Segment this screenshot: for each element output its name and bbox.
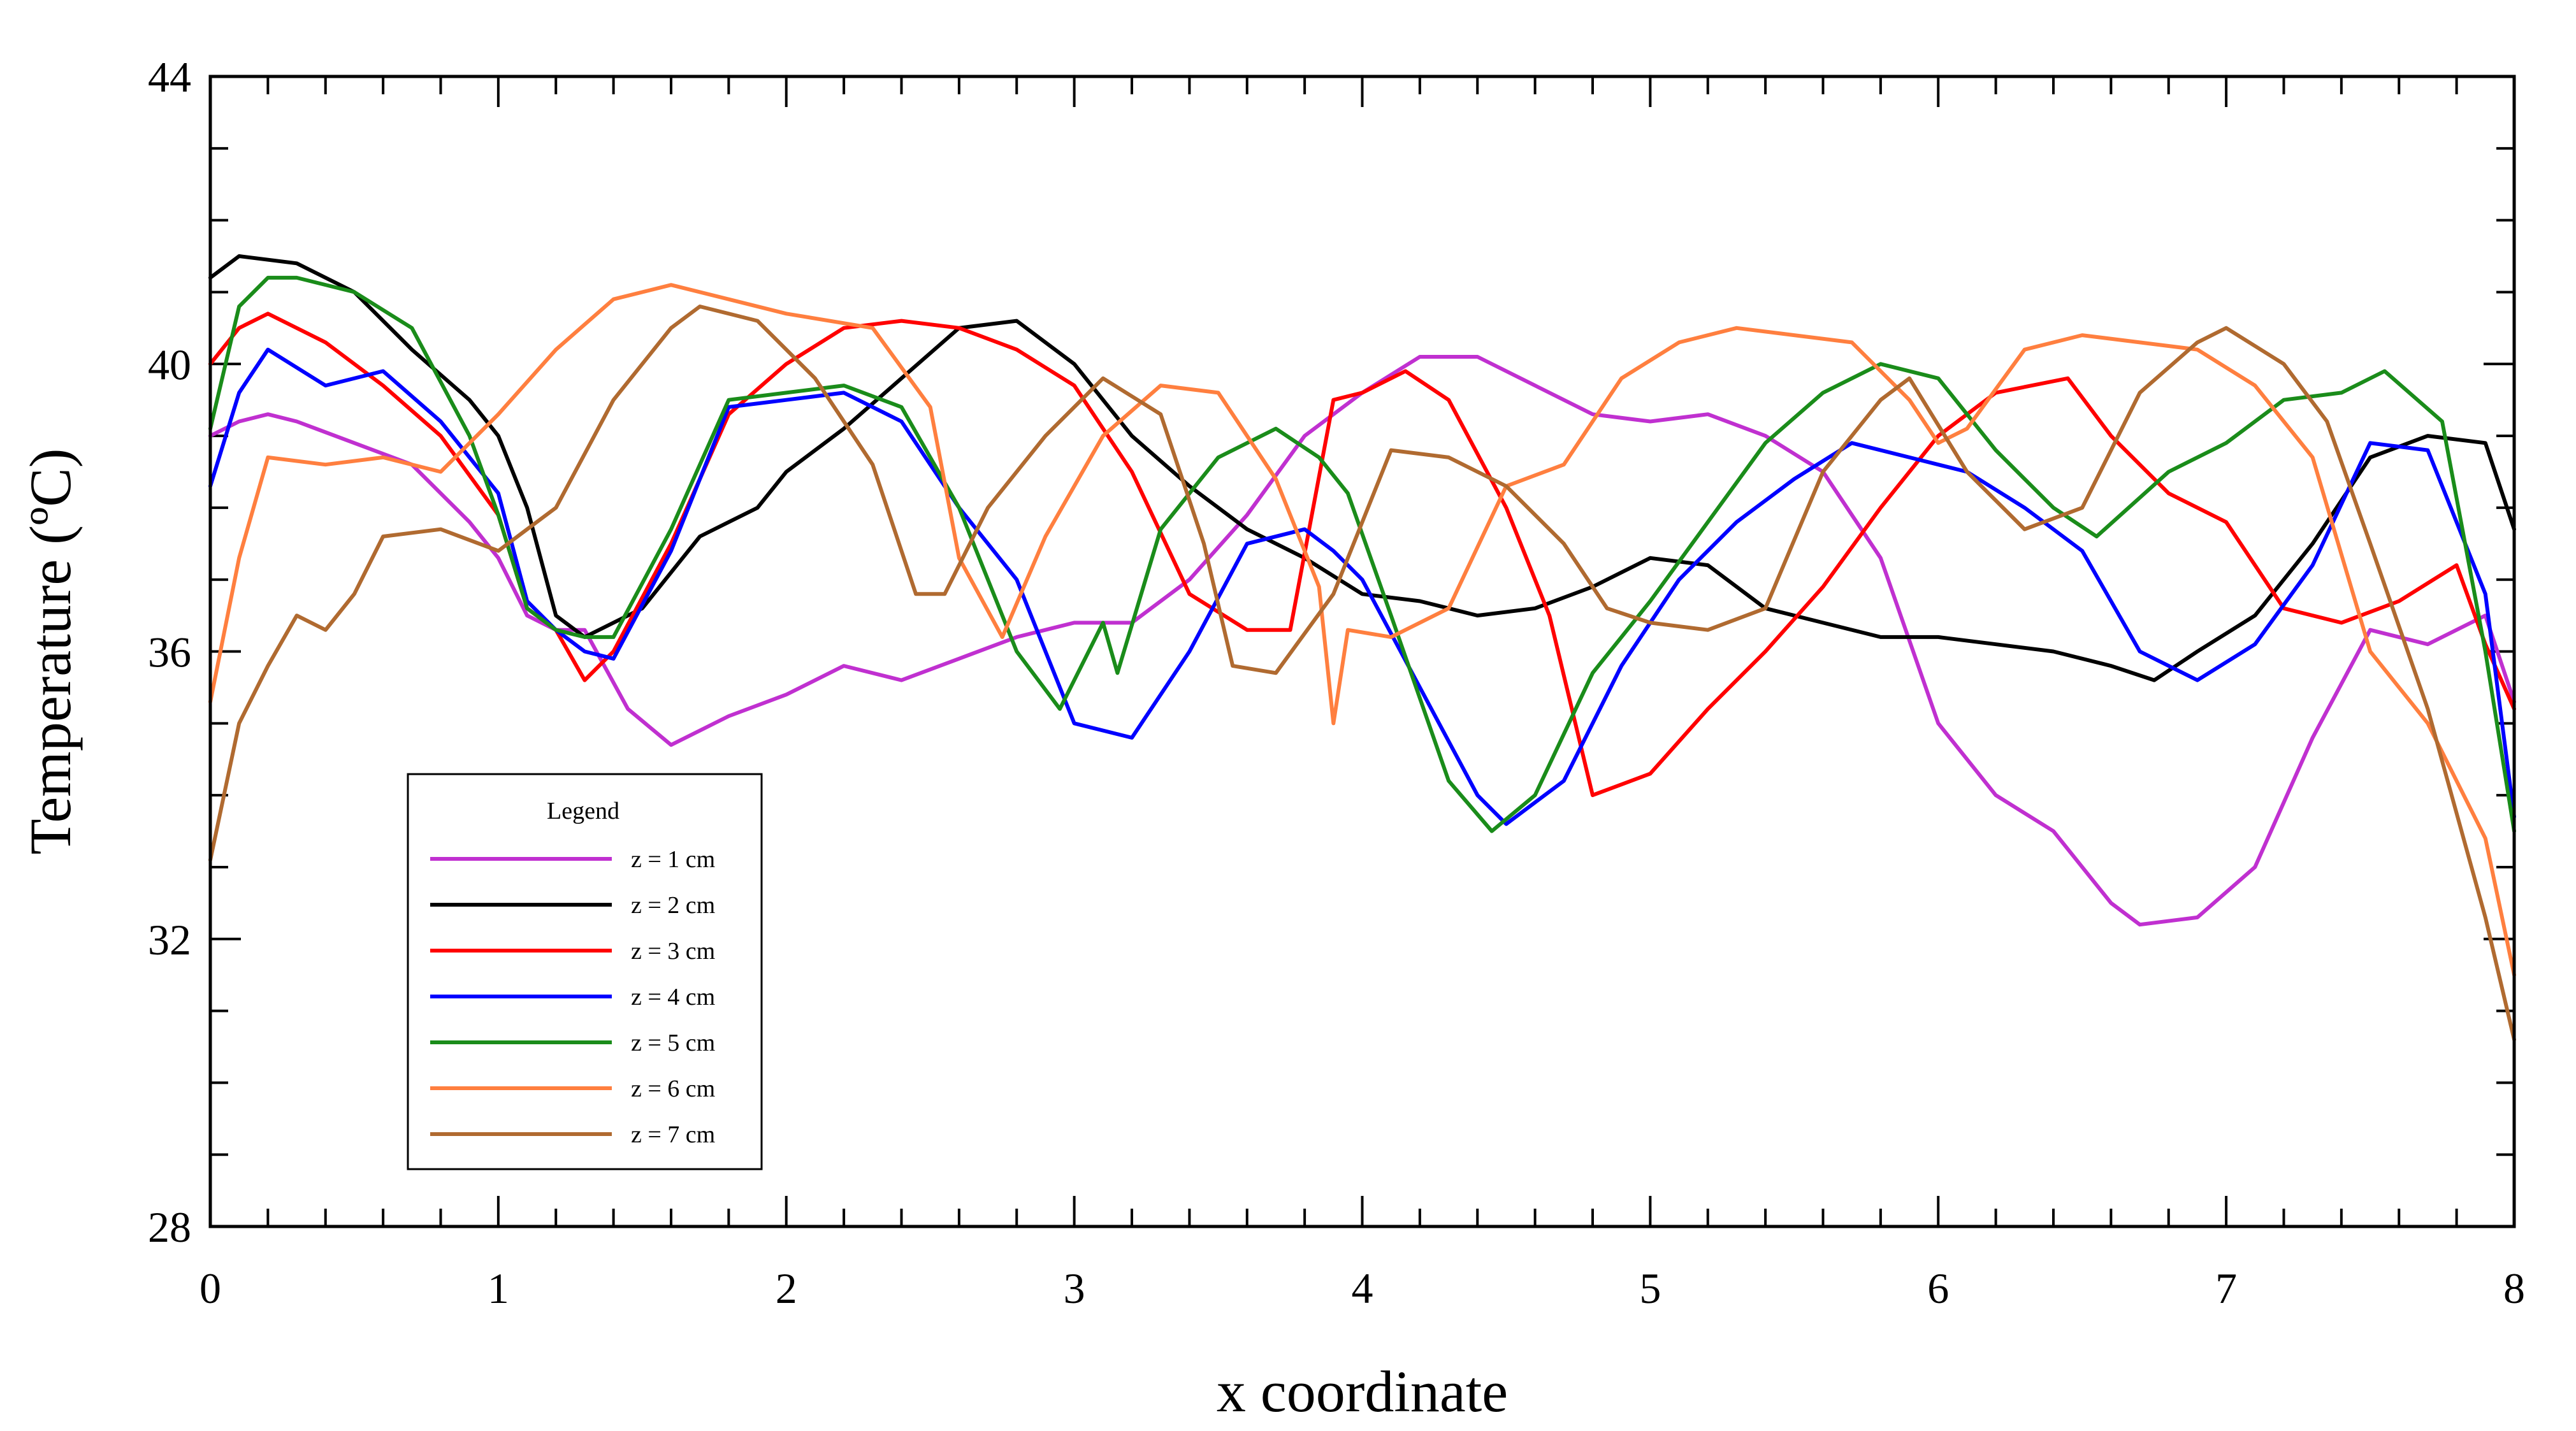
legend-label: z = 5 cm <box>631 1030 715 1056</box>
legend-label: z = 6 cm <box>631 1075 715 1102</box>
y-tick-label: 28 <box>148 1203 191 1251</box>
x-tick-label: 5 <box>1639 1264 1661 1312</box>
y-tick-label: 36 <box>148 628 191 677</box>
series-line-1 <box>208 355 2516 927</box>
tick-labels: 0 1 2 3 4 5 6 7 8 28 32 36 40 44 <box>148 53 2525 1312</box>
x-tick-label: 8 <box>2503 1264 2525 1312</box>
y-axis-title: Temperature (ºC) <box>18 449 83 855</box>
legend-label: z = 4 cm <box>631 984 715 1010</box>
legend-label: z = 1 cm <box>631 846 715 873</box>
legend-box <box>407 773 763 1170</box>
legend-label: z = 3 cm <box>631 938 715 965</box>
legend-label: z = 7 cm <box>631 1121 715 1148</box>
y-tick-label: 40 <box>148 340 191 389</box>
x-tick-label: 3 <box>1064 1264 1085 1312</box>
x-tick-label: 1 <box>488 1264 509 1312</box>
plot-frame <box>208 75 2516 1228</box>
x-tick-label: 4 <box>1352 1264 1373 1312</box>
series-line-2 <box>208 254 2516 682</box>
legend-title: Legend <box>547 798 619 824</box>
legend: Legend z = 1 cmz = 2 cmz = 3 cmz = 4 cmz… <box>407 773 763 1170</box>
x-tick-label: 6 <box>1927 1264 1949 1312</box>
series-line-3 <box>208 312 2516 798</box>
legend-items: z = 1 cm z = 2 cm z = 3 cm z = 4 cm z = 5 cm… <box>430 846 715 1148</box>
y-tick-label: 44 <box>148 53 191 101</box>
x-axis-title: x coordinate <box>1217 1359 1508 1424</box>
series-line-4 <box>208 347 2516 826</box>
x-tick-label: 7 <box>2215 1264 2237 1312</box>
series-line-6 <box>208 283 2516 977</box>
series-lines <box>208 254 2516 1042</box>
x-tick-label: 2 <box>776 1264 797 1312</box>
legend-label: z = 2 cm <box>631 892 715 919</box>
series-line-7 <box>208 305 2516 1042</box>
x-tick-label: 0 <box>199 1264 221 1312</box>
y-tick-label: 32 <box>148 916 191 964</box>
series-line-5 <box>208 275 2516 833</box>
